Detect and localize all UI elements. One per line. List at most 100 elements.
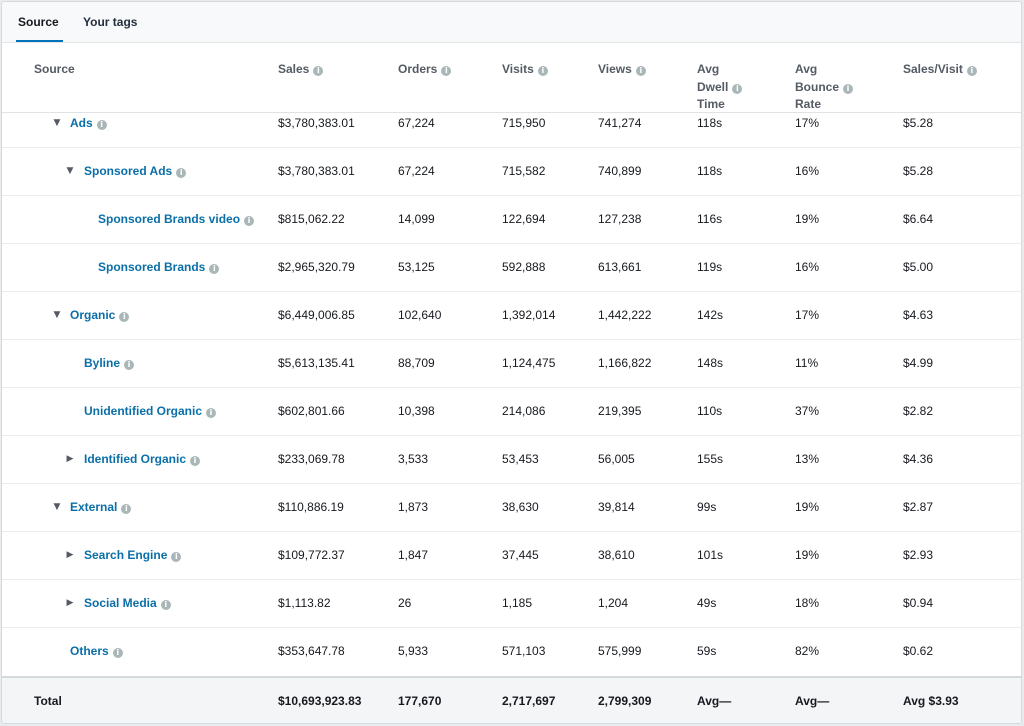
caret-right-icon[interactable]: ▶ [66,598,74,608]
col-header-views[interactable]: Views i [598,61,646,79]
cell-avg-bounce-rate: 17% [795,308,820,322]
cell-avg-bounce-rate: 19% [795,500,820,514]
info-icon[interactable]: i [171,552,182,562]
info-icon[interactable]: i [206,408,217,418]
table-row: ▼ External i $110,886.19 1,873 38,630 39,814 99… [2,484,1021,532]
cell-orders: 67,224 [398,164,435,178]
source-link[interactable]: Sponsored Ads [84,164,173,178]
info-icon[interactable]: i [209,264,220,274]
cell-sales-per-visit: $4.63 [903,308,934,322]
cell-visits: 1,185 [502,596,533,610]
cell-views: 740,899 [598,164,642,178]
cell-visits: 571,103 [502,644,546,658]
cell-orders: 26 [398,596,412,610]
cell-views: 575,999 [598,644,642,658]
info-icon[interactable]: i [635,66,646,76]
col-header-sales-per-visit[interactable]: Sales/Visit i [903,61,977,79]
cell-avg-dwell-time: 148s [697,356,724,370]
cell-sales: $6,449,006.85 [278,308,355,322]
info-icon[interactable]: i [843,83,854,94]
cell-avg-dwell-time: 101s [697,548,724,562]
cell-avg-dwell-time: 155s [697,452,724,466]
source-cell: Sponsored Brands i [98,260,220,274]
source-link[interactable]: Sponsored Brands [98,260,206,274]
col-header-avg-dwell-time[interactable]: Avg Dwell i Time [697,61,743,114]
cell-views: 1,166,822 [598,356,652,370]
source-cell: Byline i [84,356,135,370]
tab-your-tags[interactable]: Your tags [83,15,138,29]
caret-down-icon[interactable]: ▼ [53,502,61,512]
cell-visits: 715,582 [502,164,546,178]
col-header-orders[interactable]: Orders i [398,61,452,79]
info-icon[interactable]: i [441,66,452,76]
table-row: Unidentified Organic i $602,801.66 10,398 21… [2,388,1021,436]
cell-sales-per-visit: $5.00 [903,260,934,274]
cell-views: 1,442,222 [598,308,652,322]
col-header-avg-bounce-rate[interactable]: Avg Bounce i Rate [795,61,854,114]
col-header-visits[interactable]: Visits i [502,61,548,79]
table-row: Sponsored Brands video i $815,062.22 14,099… [2,196,1021,244]
cell-sales-per-visit: $2.82 [903,404,934,418]
caret-down-icon[interactable]: ▼ [53,118,61,128]
source-link[interactable]: Byline [84,356,121,370]
info-icon[interactable]: i [124,360,135,370]
cell-avg-dwell-time: 116s [697,212,723,226]
table-row: Others i $353,647.78 5,933 571,103 575,999 59s… [2,628,1021,676]
cell-sales: $1,113.82 [278,596,331,610]
info-icon[interactable]: i [176,168,187,178]
cell-avg-dwell-time: 142s [697,308,724,322]
total-sales-per-visit: Avg $3.93 [903,694,959,708]
source-cell: Search Engine i [84,548,182,562]
caret-down-icon[interactable]: ▼ [66,166,74,176]
cell-avg-bounce-rate: 16% [795,260,820,274]
cell-avg-bounce-rate: 16% [795,164,820,178]
cell-sales-per-visit: $5.28 [903,164,934,178]
source-cell: Sponsored Brands video i [98,212,255,226]
cell-sales: $815,062.22 [278,212,345,226]
cell-avg-dwell-time: 49s [697,596,717,610]
cell-sales: $3,780,383.01 [278,116,355,130]
source-link[interactable]: Social Media [84,596,157,610]
source-cell: Social Media i [84,596,171,610]
source-cell: Others i [70,644,123,658]
info-icon[interactable]: i [313,66,324,76]
cell-sales: $2,965,320.79 [278,260,355,274]
source-link[interactable]: Unidentified Organic [84,404,203,418]
caret-down-icon[interactable]: ▼ [53,310,61,320]
cell-views: 56,005 [598,452,635,466]
info-icon[interactable]: i [537,66,548,76]
source-link[interactable]: Others [70,644,109,658]
source-link[interactable]: Sponsored Brands video [98,212,241,226]
cell-sales-per-visit: $2.87 [903,500,934,514]
info-icon[interactable]: i [966,66,977,76]
info-icon[interactable]: i [732,83,743,94]
caret-right-icon[interactable]: ▶ [66,454,74,464]
source-link[interactable]: Identified Organic [84,452,187,466]
caret-right-icon[interactable]: ▶ [66,550,74,560]
cell-visits: 38,630 [502,500,539,514]
source-link[interactable]: Ads [70,116,93,130]
info-icon[interactable]: i [96,120,107,130]
source-link[interactable]: Organic [70,308,116,322]
info-icon[interactable]: i [190,456,201,466]
info-icon[interactable]: i [121,504,132,514]
total-avg-dwell-time: Avg— [697,694,732,708]
cell-avg-bounce-rate: 17% [795,116,820,130]
total-orders: 177,670 [398,694,442,708]
info-icon[interactable]: i [112,648,123,658]
cell-sales: $3,780,383.01 [278,164,355,178]
cell-visits: 1,124,475 [502,356,556,370]
cell-visits: 122,694 [502,212,546,226]
source-link[interactable]: External [70,500,118,514]
cell-views: 741,274 [598,116,642,130]
source-link[interactable]: Search Engine [84,548,168,562]
col-header-sales[interactable]: Sales i [278,61,324,79]
info-icon[interactable]: i [119,312,130,322]
cell-sales-per-visit: $4.36 [903,452,934,466]
cell-avg-dwell-time: 118s [697,116,723,130]
tab-source[interactable]: Source [16,15,63,42]
col-header-source[interactable]: Source [34,62,75,76]
info-icon[interactable]: i [160,600,171,610]
info-icon[interactable]: i [244,216,255,226]
